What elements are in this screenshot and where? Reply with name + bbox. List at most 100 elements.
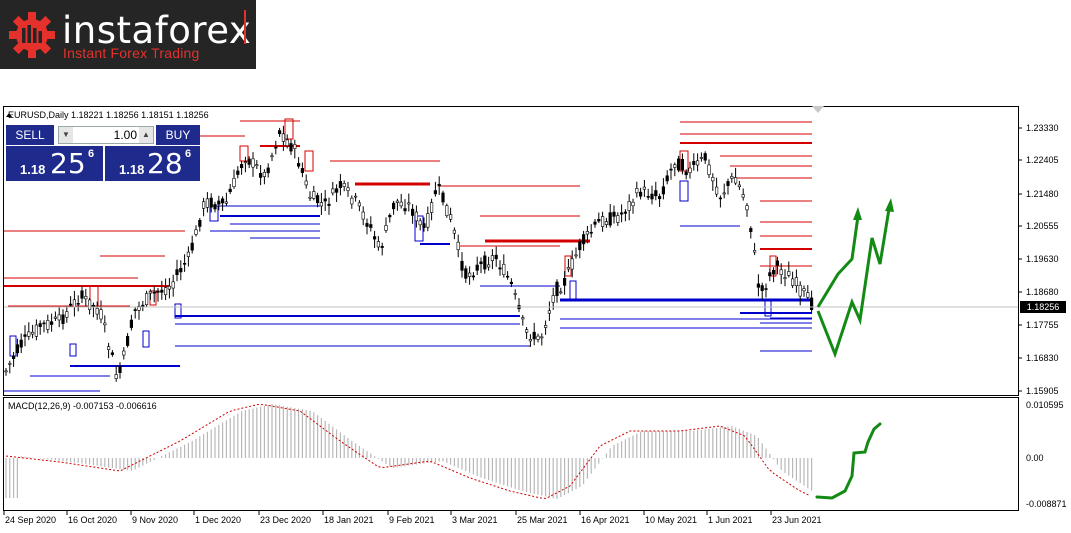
candle-body — [308, 196, 312, 199]
candle-body — [137, 306, 141, 311]
candle-body — [547, 310, 551, 314]
candle-body — [669, 168, 673, 171]
candle-body — [84, 296, 88, 300]
price-axis-label: 1.17755 — [1026, 320, 1059, 330]
candle-body — [456, 241, 460, 250]
candle-body — [300, 168, 305, 173]
buy-price[interactable]: 1.18 28 6 — [105, 146, 200, 181]
candle-body — [258, 172, 263, 178]
candle-body — [460, 260, 464, 271]
date-axis-label: 16 Apr 2021 — [581, 515, 630, 525]
candle-body — [676, 158, 681, 171]
candle-body — [695, 160, 700, 166]
collapse-arrow-icon[interactable] — [6, 113, 12, 117]
candle-body — [711, 177, 715, 182]
sell-price[interactable]: 1.18 25 6 — [6, 146, 103, 181]
candle-body — [213, 204, 217, 210]
buy-button[interactable]: BUY — [156, 125, 200, 145]
candle-body — [433, 190, 438, 195]
candle-body — [289, 143, 293, 152]
candle-body — [646, 196, 650, 198]
lot-size-value[interactable]: 1.00 — [113, 128, 137, 142]
candle-body — [733, 177, 738, 184]
candle-body — [228, 188, 232, 192]
candle-body — [486, 264, 491, 268]
candle-body — [524, 329, 529, 333]
logo-divider — [244, 10, 246, 44]
candle-body — [270, 155, 274, 158]
candle-body — [110, 352, 114, 355]
candle-body — [631, 201, 635, 207]
candle-body — [578, 241, 582, 251]
candle-body — [80, 290, 84, 299]
candle-body — [483, 255, 487, 270]
gear-icon — [9, 12, 55, 58]
candle-body — [350, 197, 354, 205]
candle-body — [236, 170, 240, 175]
candle-body — [600, 216, 605, 227]
candle-body — [209, 197, 213, 208]
date-axis-label: 9 Nov 2020 — [132, 515, 178, 525]
sell-button[interactable]: SELL — [6, 125, 54, 145]
candle-body — [726, 181, 730, 186]
candle-body — [422, 223, 426, 228]
macd-signal-line — [5, 403, 811, 499]
lot-increase-icon[interactable]: ▲ — [139, 127, 153, 143]
candle-body — [53, 316, 57, 319]
sell-price-prefix: 1.18 — [20, 162, 46, 177]
candle-body — [627, 201, 631, 211]
candle-body — [452, 229, 457, 234]
candle-body — [376, 241, 381, 248]
buy-price-prefix: 1.18 — [119, 162, 145, 177]
price-chart[interactable]: EURUSD,Daily 1.18221 1.18256 1.18151 1.1… — [0, 106, 1071, 533]
date-axis-label: 23 Dec 2020 — [260, 515, 311, 525]
forecast-arrowhead-1 — [853, 207, 862, 220]
candle-body — [752, 250, 757, 253]
candle-body — [65, 311, 69, 318]
order-block — [142, 330, 150, 348]
candle-body — [581, 234, 586, 245]
candle-body — [768, 272, 772, 277]
lot-decrease-icon[interactable]: ▼ — [59, 127, 73, 143]
candle-body — [357, 202, 362, 207]
candle-body — [95, 307, 99, 315]
date-axis-label: 25 Mar 2021 — [517, 515, 568, 525]
candle-body — [274, 146, 278, 149]
candle-body — [479, 261, 483, 265]
candle-body — [247, 158, 251, 165]
candle-body — [437, 183, 441, 187]
candle-body — [57, 314, 61, 321]
candle-body — [369, 224, 373, 228]
candle-body — [635, 188, 639, 194]
candle-body — [107, 346, 111, 350]
price-axis: 1.23330 1.22405 1.21480 1.20555 1.19630 1.186… — [1018, 123, 1059, 396]
buy-price-fraction: 6 — [185, 148, 192, 160]
candle-body — [304, 180, 308, 186]
candle-body — [114, 374, 118, 379]
candle-body — [395, 200, 400, 203]
date-axis: 24 Sep 2020 16 Oct 2020 9 Nov 2020 1 Dec 20… — [3, 511, 822, 525]
candle-body — [505, 275, 510, 278]
candle-body — [262, 171, 267, 177]
candle-body — [654, 190, 658, 197]
candle-body — [566, 267, 570, 270]
level-lines — [4, 118, 812, 392]
date-axis-label: 24 Sep 2020 — [5, 515, 56, 525]
candle-body — [152, 291, 156, 294]
candle-body — [410, 208, 415, 216]
candle-body — [657, 196, 662, 200]
candle-body — [638, 191, 643, 197]
candle-body — [342, 183, 346, 187]
price-axis-label: 1.23330 — [1026, 123, 1059, 133]
candle-body — [612, 211, 616, 217]
candle-body — [38, 323, 42, 327]
candle-body — [175, 269, 179, 275]
candle-body — [266, 167, 270, 174]
candle-body — [156, 290, 160, 293]
forecast-arrow-1 — [816, 215, 860, 308]
chart-shift-marker[interactable] — [812, 106, 824, 113]
lot-size-stepper[interactable]: ▼ 1.00 ▲ — [58, 126, 154, 144]
candle-body — [372, 236, 377, 240]
sell-price-pips: 25 — [50, 147, 86, 180]
candle-body — [198, 219, 202, 227]
